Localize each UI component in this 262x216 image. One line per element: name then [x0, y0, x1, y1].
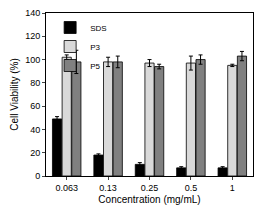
svg-text:Concentration (mg/mL): Concentration (mg/mL) [98, 194, 200, 205]
svg-text:0.13: 0.13 [99, 183, 117, 193]
svg-text:P5: P5 [90, 62, 100, 71]
svg-text:60: 60 [30, 101, 40, 111]
svg-text:120: 120 [25, 31, 40, 41]
svg-text:140: 140 [25, 8, 40, 18]
svg-text:P3: P3 [90, 43, 100, 52]
svg-text:0: 0 [35, 171, 40, 181]
svg-text:40: 40 [30, 125, 40, 135]
svg-text:0.063: 0.063 [55, 183, 78, 193]
svg-text:Cell Viability (%): Cell Viability (%) [9, 58, 20, 131]
svg-text:100: 100 [25, 55, 40, 65]
svg-text:SDS: SDS [90, 24, 106, 33]
svg-text:20: 20 [30, 148, 40, 158]
svg-text:0.5: 0.5 [185, 183, 198, 193]
svg-text:1: 1 [230, 183, 235, 193]
svg-text:0.25: 0.25 [141, 183, 159, 193]
svg-text:80: 80 [30, 78, 40, 88]
